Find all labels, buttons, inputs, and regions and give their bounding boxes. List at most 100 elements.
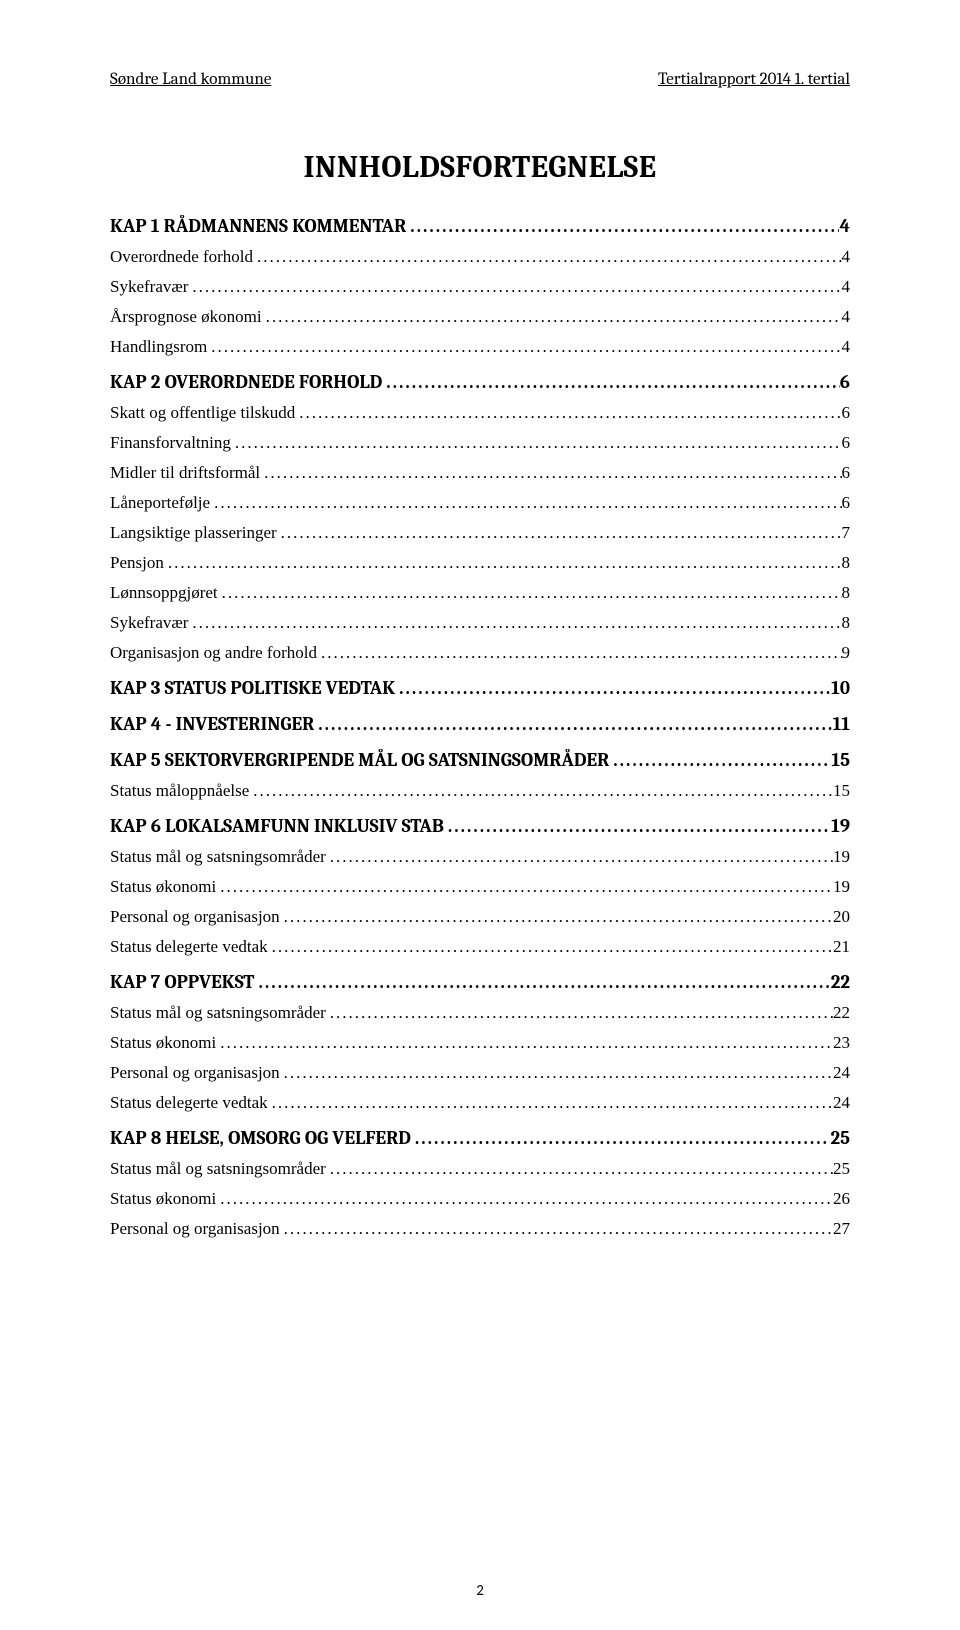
toc-entry-label: Sykefravær bbox=[110, 277, 188, 297]
toc-leader-dots bbox=[326, 847, 833, 867]
toc-entry-page: 4 bbox=[842, 277, 851, 297]
toc-entry[interactable]: KAP 6 LOKALSAMFUNN INKLUSIV STAB 19 bbox=[110, 815, 850, 837]
toc-entry[interactable]: Langsiktige plasseringer7 bbox=[110, 523, 850, 543]
toc-entry-page: 22 bbox=[833, 1003, 850, 1023]
toc-entry-label: Låneportefølje bbox=[110, 493, 210, 513]
toc-entry-page: 25 bbox=[833, 1159, 850, 1179]
toc-entry-page: 19 bbox=[833, 877, 850, 897]
toc-leader-dots bbox=[188, 277, 841, 297]
toc-entry-label: KAP 8 HELSE, OMSORG OG VELFERD bbox=[110, 1127, 411, 1149]
toc-entry-label: KAP 5 SEKTORVERGRIPENDE MÅL OG SATSNINGS… bbox=[110, 749, 609, 771]
toc-entry[interactable]: Overordnede forhold4 bbox=[110, 247, 850, 267]
toc-entry-label: Status økonomi bbox=[110, 1033, 216, 1053]
toc-leader-dots bbox=[326, 1159, 833, 1179]
toc-leader-dots bbox=[216, 1033, 833, 1053]
toc-entry-page: 15 bbox=[831, 749, 850, 771]
toc-entry[interactable]: Status økonomi26 bbox=[110, 1189, 850, 1209]
toc-entry[interactable]: Status delegerte vedtak21 bbox=[110, 937, 850, 957]
toc-entry-page: 25 bbox=[830, 1127, 850, 1149]
toc-entry[interactable]: Status økonomi 19 bbox=[110, 877, 850, 897]
page-header: Søndre Land kommune Tertialrapport 2014 … bbox=[110, 70, 850, 89]
toc-leader-dots bbox=[231, 433, 842, 453]
toc-entry[interactable]: KAP 5 SEKTORVERGRIPENDE MÅL OG SATSNINGS… bbox=[110, 749, 850, 771]
toc-entry[interactable]: Status mål og satsningsområder22 bbox=[110, 1003, 850, 1023]
toc-entry-label: Personal og organisasjon bbox=[110, 1219, 280, 1239]
toc-entry[interactable]: Finansforvaltning6 bbox=[110, 433, 850, 453]
toc-leader-dots bbox=[609, 749, 831, 771]
toc-leader-dots bbox=[314, 713, 832, 735]
toc-entry-page: 20 bbox=[833, 907, 850, 927]
toc-entry-page: 6 bbox=[840, 371, 850, 393]
toc-entry[interactable]: Sykefravær 4 bbox=[110, 277, 850, 297]
toc-entry-label: Status delegerte vedtak bbox=[110, 1093, 268, 1113]
toc-entry-label: KAP 2 OVERORDNEDE FORHOLD bbox=[110, 371, 382, 393]
toc-leader-dots bbox=[164, 553, 842, 573]
toc-entry-label: Overordnede forhold bbox=[110, 247, 253, 267]
toc-entry[interactable]: Pensjon8 bbox=[110, 553, 850, 573]
toc-entry-label: Status økonomi bbox=[110, 877, 216, 897]
toc-leader-dots bbox=[216, 877, 833, 897]
toc-entry-page: 23 bbox=[833, 1033, 850, 1053]
toc-entry-label: Personal og organisasjon bbox=[110, 907, 280, 927]
toc-entry[interactable]: KAP 8 HELSE, OMSORG OG VELFERD 25 bbox=[110, 1127, 850, 1149]
toc-entry[interactable]: Årsprognose økonomi4 bbox=[110, 307, 850, 327]
toc-entry[interactable]: Lønnsoppgjøret8 bbox=[110, 583, 850, 603]
toc-entry[interactable]: Midler til driftsformål6 bbox=[110, 463, 850, 483]
table-of-contents: KAP 1 RÅDMANNENS KOMMENTAR 4 Overordnede f… bbox=[110, 215, 850, 1239]
toc-entry[interactable]: Organisasjon og andre forhold9 bbox=[110, 643, 850, 663]
toc-entry[interactable]: Handlingsrom4 bbox=[110, 337, 850, 357]
toc-leader-dots bbox=[188, 613, 841, 633]
toc-entry[interactable]: Skatt og offentlige tilskudd 6 bbox=[110, 403, 850, 423]
toc-entry[interactable]: Status mål og satsningsområder19 bbox=[110, 847, 850, 867]
toc-entry[interactable]: Status økonomi 23 bbox=[110, 1033, 850, 1053]
toc-entry[interactable]: KAP 7 OPPVEKST 22 bbox=[110, 971, 850, 993]
toc-entry[interactable]: Personal og organisasjon24 bbox=[110, 1063, 850, 1083]
toc-entry-label: KAP 1 RÅDMANNENS KOMMENTAR bbox=[110, 215, 406, 237]
toc-entry-label: Finansforvaltning bbox=[110, 433, 231, 453]
toc-entry-page: 4 bbox=[839, 215, 850, 237]
toc-entry-label: KAP 4 - INVESTERINGER bbox=[110, 713, 314, 735]
toc-entry-label: Handlingsrom bbox=[110, 337, 207, 357]
toc-entry[interactable]: Sykefravær8 bbox=[110, 613, 850, 633]
toc-entry-page: 19 bbox=[831, 815, 850, 837]
toc-entry[interactable]: KAP 2 OVERORDNEDE FORHOLD 6 bbox=[110, 371, 850, 393]
toc-entry-label: KAP 6 LOKALSAMFUNN INKLUSIV STAB bbox=[110, 815, 444, 837]
toc-entry-page: 21 bbox=[833, 937, 850, 957]
toc-leader-dots bbox=[395, 677, 831, 699]
toc-leader-dots bbox=[411, 1127, 831, 1149]
toc-entry-label: KAP 7 OPPVEKST bbox=[110, 971, 254, 993]
toc-entry-page: 22 bbox=[831, 971, 850, 993]
toc-entry[interactable]: Personal og organisasjon 20 bbox=[110, 907, 850, 927]
toc-entry[interactable]: Låneportefølje6 bbox=[110, 493, 850, 513]
toc-leader-dots bbox=[326, 1003, 833, 1023]
toc-entry[interactable]: Personal og organisasjon 27 bbox=[110, 1219, 850, 1239]
toc-entry-page: 27 bbox=[833, 1219, 850, 1239]
toc-entry[interactable]: KAP 1 RÅDMANNENS KOMMENTAR 4 bbox=[110, 215, 850, 237]
toc-entry[interactable]: Status måloppnåelse15 bbox=[110, 781, 850, 801]
toc-entry[interactable]: Status delegerte vedtak24 bbox=[110, 1093, 850, 1113]
toc-leader-dots bbox=[260, 463, 841, 483]
toc-entry-page: 26 bbox=[833, 1189, 850, 1209]
toc-leader-dots bbox=[280, 1063, 833, 1083]
document-page: Søndre Land kommune Tertialrapport 2014 … bbox=[0, 0, 960, 1630]
page-number: 2 bbox=[476, 1582, 484, 1600]
toc-entry-label: Skatt og offentlige tilskudd bbox=[110, 403, 295, 423]
toc-leader-dots bbox=[317, 643, 842, 663]
toc-entry-page: 6 bbox=[842, 403, 851, 423]
toc-leader-dots bbox=[382, 371, 839, 393]
toc-entry-label: Årsprognose økonomi bbox=[110, 307, 262, 327]
toc-entry-label: KAP 3 STATUS POLITISKE VEDTAK bbox=[110, 677, 395, 699]
toc-entry-page: 19 bbox=[833, 847, 850, 867]
toc-entry-label: Organisasjon og andre forhold bbox=[110, 643, 317, 663]
toc-entry[interactable]: KAP 4 - INVESTERINGER 11 bbox=[110, 713, 850, 735]
toc-entry-page: 24 bbox=[833, 1063, 850, 1083]
toc-entry[interactable]: Status mål og satsningsområder 25 bbox=[110, 1159, 850, 1179]
toc-entry-page: 11 bbox=[833, 713, 850, 735]
toc-entry-page: 10 bbox=[831, 677, 850, 699]
toc-leader-dots bbox=[254, 971, 830, 993]
toc-entry[interactable]: KAP 3 STATUS POLITISKE VEDTAK 10 bbox=[110, 677, 850, 699]
toc-leader-dots bbox=[280, 1219, 833, 1239]
toc-entry-label: Status mål og satsningsområder bbox=[110, 1159, 326, 1179]
toc-entry-page: 6 bbox=[842, 463, 851, 483]
toc-leader-dots bbox=[268, 1093, 833, 1113]
